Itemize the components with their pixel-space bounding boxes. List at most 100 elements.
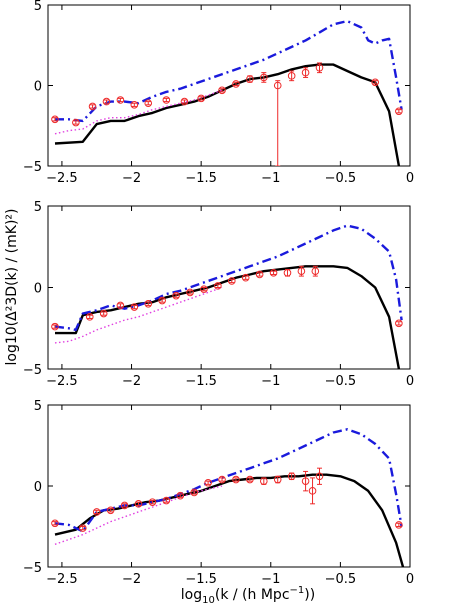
series-line-solid — [55, 265, 401, 369]
y-tick-label: 5 — [34, 0, 42, 14]
x-tick-label: −2.5 — [46, 572, 78, 587]
x-tick-label: −2.5 — [46, 374, 78, 389]
data-point — [273, 81, 282, 90]
data-point — [72, 118, 80, 127]
y-axis-label: log10(Δ²3D(k) / (mK)²) — [4, 209, 20, 366]
series-line-dotted — [54, 89, 223, 135]
panel-bottom: −2.5 −2 −1.5 −1 −0.5 0 −5 0 5 — [23, 399, 414, 587]
series-line-solid — [54, 473, 405, 567]
y-tick-label: 5 — [34, 399, 42, 414]
data-point — [130, 101, 139, 109]
data-point — [180, 97, 189, 106]
data-point — [51, 519, 59, 528]
plot-area — [51, 19, 403, 166]
x-tick-label: −0.5 — [325, 572, 357, 587]
panels: −2.5 −2 −1.5 −1 −0.5 0 −5 0 5 −2.5 −2 −1.5 −1 −0.5 0 −5… — [23, 0, 414, 587]
data-point — [144, 300, 153, 308]
x-tick-label: −1 — [261, 374, 280, 389]
y-tick-label: −5 — [23, 561, 42, 576]
x-tick-label: 0 — [406, 171, 414, 186]
data-point — [134, 500, 143, 508]
y-tick-label: −5 — [23, 160, 42, 175]
data-point — [130, 303, 139, 311]
data-point — [273, 475, 282, 484]
data-point — [218, 475, 226, 484]
data-point — [79, 524, 87, 532]
data-point — [315, 63, 324, 72]
data-point — [99, 309, 108, 318]
y-tick-label: −5 — [23, 363, 42, 378]
data-point — [395, 521, 403, 529]
series-line-dashdot — [54, 428, 403, 533]
x-tick-label: −2.5 — [46, 171, 78, 186]
data-point — [260, 477, 268, 485]
y-tick-label: 0 — [34, 80, 42, 95]
data-point — [227, 277, 236, 285]
plot-area — [51, 428, 405, 567]
x-tick-label: −1.5 — [185, 171, 217, 186]
plot-frame — [47, 205, 411, 370]
data-point — [197, 94, 205, 103]
data-point — [287, 72, 296, 80]
data-point — [283, 269, 292, 277]
data-point — [301, 477, 310, 485]
data-point — [269, 269, 278, 277]
plot-area — [51, 224, 403, 369]
data-point — [172, 291, 180, 300]
data-point — [371, 78, 379, 87]
data-point — [204, 478, 212, 487]
data-point — [186, 288, 194, 297]
data-point — [297, 267, 306, 276]
data-point — [92, 508, 101, 516]
data-point — [88, 102, 97, 111]
series-line-dotted — [54, 286, 223, 344]
data-point — [120, 501, 129, 510]
data-point — [85, 313, 94, 321]
x-tick-label: −0.5 — [325, 374, 357, 389]
plot-frame — [47, 4, 411, 167]
data-point — [144, 99, 153, 108]
panel-top: −2.5 −2 −1.5 −1 −0.5 0 −5 0 5 — [23, 0, 414, 186]
x-tick-label: 0 — [406, 572, 414, 587]
series-line-solid — [54, 63, 401, 166]
x-tick-label: −2 — [122, 171, 141, 186]
data-point — [218, 86, 226, 95]
x-tick-label: −1 — [261, 171, 280, 186]
data-point — [148, 498, 157, 507]
data-point — [301, 68, 310, 77]
data-point — [241, 273, 250, 282]
data-point — [51, 322, 59, 331]
data-point — [232, 80, 240, 88]
y-tick-label: 0 — [34, 480, 42, 495]
x-tick-label: 0 — [406, 374, 414, 389]
x-axis-label: log10(k / (h Mpc−1)) — [181, 585, 315, 606]
y-tick-label: 5 — [34, 200, 42, 215]
x-tick-label: −1.5 — [185, 374, 217, 389]
data-point — [246, 75, 254, 83]
data-point — [395, 319, 403, 328]
x-tick-label: −2 — [122, 572, 141, 587]
x-tick-label: −0.5 — [325, 171, 357, 186]
series-line-dashdot — [54, 224, 403, 332]
data-point — [287, 472, 296, 481]
data-point — [190, 488, 198, 497]
data-point — [255, 270, 264, 279]
data-point — [116, 301, 125, 310]
data-point — [200, 285, 208, 293]
x-tick-label: −1 — [261, 572, 280, 587]
data-point — [315, 472, 324, 481]
data-point — [232, 475, 240, 484]
data-point — [158, 296, 166, 305]
data-point — [106, 506, 115, 515]
plot-frame — [47, 404, 411, 568]
data-point — [116, 96, 125, 104]
data-point — [214, 282, 222, 290]
data-point — [162, 496, 171, 505]
data-point — [311, 267, 320, 276]
data-point — [395, 107, 403, 116]
y-tick-label: 0 — [34, 282, 42, 297]
data-point — [162, 96, 171, 104]
data-point — [176, 491, 185, 500]
data-point — [308, 487, 317, 495]
